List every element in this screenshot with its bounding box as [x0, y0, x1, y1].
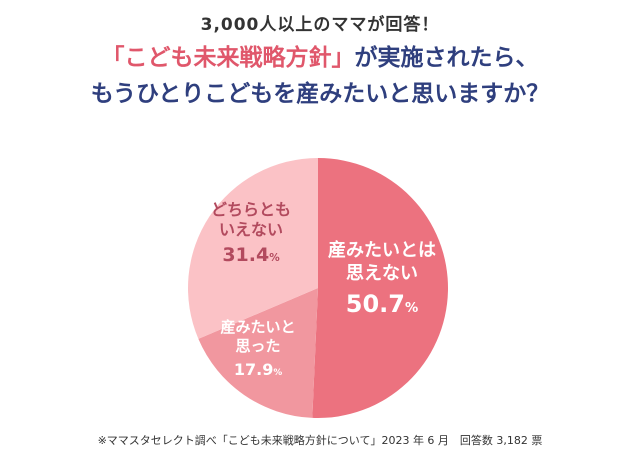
question-line-2: もうひとりこどもを産みたいと思いますか？	[90, 81, 550, 107]
slice-label-neither: どちらとも いえない 31.4%	[196, 200, 306, 268]
label-line: 産みたいと	[220, 318, 296, 336]
slice-value: 17.9%	[233, 359, 283, 379]
label-line: いえない	[218, 220, 283, 239]
label-line: 思えない	[346, 262, 418, 284]
subtitle: 3,000人以上のママが回答！	[200, 15, 440, 35]
slice-value: 50.7%	[345, 290, 419, 318]
slice-value: 31.4%	[222, 244, 280, 266]
pie-slice-0	[312, 157, 449, 418]
question-highlight: 「こども未来戦略方針」	[101, 45, 355, 71]
label-line: 産みたいとは	[328, 240, 436, 261]
label-line: 思った	[235, 336, 281, 355]
slice-label-want: 産みたいと 思った 17.9%	[208, 318, 308, 380]
label-line: どちらとも	[210, 200, 291, 219]
source-note: ※ママスタセレクト調べ「こども未来戦略方針について」2023 年 6 月 回答数…	[97, 434, 543, 447]
pie-slice-2	[187, 158, 318, 339]
question-line-1: 「こども未来戦略方針」が実施されたら、	[0, 38, 640, 72]
question-rest: が実施されたら、	[354, 45, 539, 71]
pie-slice-1	[198, 288, 318, 418]
slice-label-not-want: 産みたいとは 思えない 50.7%	[320, 240, 444, 319]
